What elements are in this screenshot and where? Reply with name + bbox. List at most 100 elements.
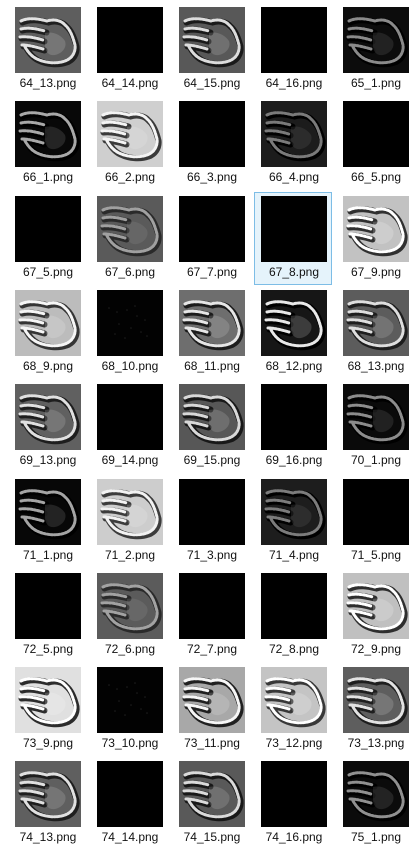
file-thumbnail [97,290,163,356]
file-thumbnail [97,761,163,827]
file-item[interactable]: 67_5.png [8,192,86,285]
file-item[interactable]: 66_2.png [90,97,168,190]
file-item[interactable]: 74_16.png [254,757,332,850]
file-thumbnail [15,479,81,545]
hand-image [343,667,409,733]
file-item[interactable]: 74_15.png [172,757,250,850]
file-item[interactable]: 64_16.png [254,3,332,96]
file-thumbnail [97,101,163,167]
file-item[interactable]: 68_11.png [172,286,250,379]
hand-image [97,573,163,639]
file-item[interactable]: 67_9.png [336,192,414,285]
file-item[interactable]: 74_13.png [8,757,86,850]
file-item[interactable]: 65_1.png [336,3,414,96]
file-name: 72_9.png [350,642,402,656]
hand-image [343,196,409,262]
file-thumbnail [343,761,409,827]
file-item[interactable]: 72_6.png [90,569,168,662]
file-item[interactable]: 66_1.png [8,97,86,190]
file-thumbnail [179,196,245,262]
file-thumbnail [15,7,81,73]
file-thumbnail [15,101,81,167]
file-item[interactable]: 74_14.png [90,757,168,850]
hand-image [179,384,245,450]
file-item[interactable]: 68_10.png [90,286,168,379]
file-thumbnail [97,667,163,733]
file-thumbnail [343,101,409,167]
file-item[interactable]: 66_4.png [254,97,332,190]
file-name: 72_8.png [268,642,320,656]
hand-image [343,384,409,450]
file-name: 70_1.png [350,453,402,467]
file-item[interactable]: 68_12.png [254,286,332,379]
file-item[interactable]: 73_10.png [90,663,168,756]
file-thumbnail [343,479,409,545]
file-thumbnail [343,667,409,733]
file-item[interactable]: 69_14.png [90,380,168,473]
file-item[interactable]: 68_9.png [8,286,86,379]
hand-image [343,761,409,827]
file-item[interactable]: 71_5.png [336,475,414,568]
file-name: 66_3.png [186,170,238,184]
file-item[interactable]: 75_1.png [336,757,414,850]
file-item[interactable]: 71_4.png [254,475,332,568]
file-item[interactable]: 72_8.png [254,569,332,662]
file-item[interactable]: 72_9.png [336,569,414,662]
file-item[interactable]: 71_1.png [8,475,86,568]
file-thumbnail [97,384,163,450]
file-thumbnail [261,101,327,167]
file-item[interactable]: 73_11.png [172,663,250,756]
hand-image [343,7,409,73]
file-item[interactable]: 64_15.png [172,3,250,96]
file-item[interactable]: 72_5.png [8,569,86,662]
file-name: 68_11.png [184,359,240,373]
hand-image [15,667,81,733]
file-item[interactable]: 66_5.png [336,97,414,190]
file-item[interactable]: 69_16.png [254,380,332,473]
file-thumbnail [261,384,327,450]
file-thumbnail [97,573,163,639]
hand-image [179,667,245,733]
hand-image [179,7,245,73]
file-item[interactable]: 73_12.png [254,663,332,756]
file-item[interactable]: 67_6.png [90,192,168,285]
file-item[interactable]: 68_13.png [336,286,414,379]
file-item[interactable]: 71_2.png [90,475,168,568]
file-item[interactable]: 67_8.png [254,192,332,285]
file-name: 73_9.png [22,736,74,750]
file-name: 73_12.png [265,736,323,750]
hand-image [261,290,327,356]
hand-image [343,573,409,639]
file-item[interactable]: 69_13.png [8,380,86,473]
file-thumbnail [261,290,327,356]
file-item[interactable]: 71_3.png [172,475,250,568]
file-item[interactable]: 69_15.png [172,380,250,473]
file-name: 64_13.png [19,76,77,90]
hand-image [15,479,81,545]
file-thumbnail [179,290,245,356]
file-item[interactable]: 73_13.png [336,663,414,756]
file-name: 71_2.png [104,548,156,562]
file-item[interactable]: 64_13.png [8,3,86,96]
hand-image [97,196,163,262]
file-name: 72_6.png [104,642,156,656]
file-thumbnail [179,384,245,450]
file-item[interactable]: 66_3.png [172,97,250,190]
file-item[interactable]: 67_7.png [172,192,250,285]
file-item[interactable]: 73_9.png [8,663,86,756]
file-name: 66_4.png [268,170,320,184]
file-thumbnail [261,479,327,545]
file-name: 73_11.png [184,736,240,750]
file-item[interactable]: 70_1.png [336,380,414,473]
dark-image [97,667,163,733]
file-item[interactable]: 72_7.png [172,569,250,662]
file-name: 66_5.png [350,170,402,184]
file-name: 71_1.png [22,548,74,562]
file-name: 74_13.png [19,830,77,844]
file-thumbnail [97,479,163,545]
file-name: 69_15.png [183,453,241,467]
hand-image [15,761,81,827]
hand-image [15,384,81,450]
file-thumbnail [97,196,163,262]
file-item[interactable]: 64_14.png [90,3,168,96]
